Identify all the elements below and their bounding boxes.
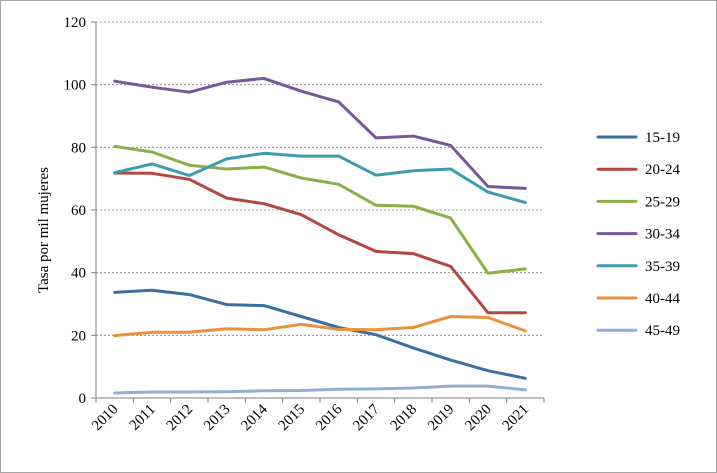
y-axis-title: Tasa por mil mujeres xyxy=(36,167,52,293)
axes xyxy=(91,21,545,403)
series-line-45-49 xyxy=(113,384,527,395)
x-tick-label: 2020 xyxy=(462,402,495,435)
x-tick-label: 2010 xyxy=(89,402,122,435)
y-tick-label: 60 xyxy=(71,203,86,219)
gridlines xyxy=(96,21,544,336)
y-tick-label: 0 xyxy=(79,391,87,407)
x-tick-label: 2013 xyxy=(201,402,234,435)
legend-label: 45-49 xyxy=(645,323,680,339)
series-line-20-24 xyxy=(113,171,527,315)
series-line-15-19 xyxy=(113,288,527,380)
x-tick-label: 2016 xyxy=(313,401,346,434)
y-tick-labels: 0 20 40 60 80 100 120 xyxy=(64,15,87,407)
x-tick-label: 2021 xyxy=(500,402,533,435)
x-tick-label: 2017 xyxy=(350,401,383,434)
legend: 15-19 20-24 25-29 30-34 35-39 40-44 45-49 xyxy=(596,130,680,339)
x-tick-labels: 2010 2011 2012 2013 2014 2015 2016 2017 2018 2019… xyxy=(89,401,532,434)
legend-label: 15-19 xyxy=(645,130,680,146)
legend-label: 25-29 xyxy=(645,194,680,210)
series-lines xyxy=(113,76,527,395)
series-line-30-34 xyxy=(113,76,527,190)
legend-label: 35-39 xyxy=(645,259,680,275)
legend-label: 40-44 xyxy=(645,291,680,307)
y-tick-label: 80 xyxy=(71,140,86,156)
legend-label: 30-34 xyxy=(645,227,680,243)
series-line-25-29 xyxy=(113,144,527,275)
x-tick-label: 2014 xyxy=(238,401,271,434)
y-tick-label: 40 xyxy=(71,266,86,282)
y-tick-label: 120 xyxy=(64,15,87,31)
y-tick-label: 20 xyxy=(71,328,86,344)
y-tick-label: 100 xyxy=(64,78,87,94)
legend-label: 20-24 xyxy=(645,162,680,178)
x-tick-label: 2011 xyxy=(127,402,159,434)
series-line-40-44 xyxy=(113,315,527,338)
series-line-35-39 xyxy=(113,151,527,204)
x-tick-label: 2019 xyxy=(425,402,458,435)
x-tick-label: 2018 xyxy=(388,402,421,435)
x-tick-label: 2012 xyxy=(164,402,197,435)
x-tick-label: 2015 xyxy=(276,402,309,435)
